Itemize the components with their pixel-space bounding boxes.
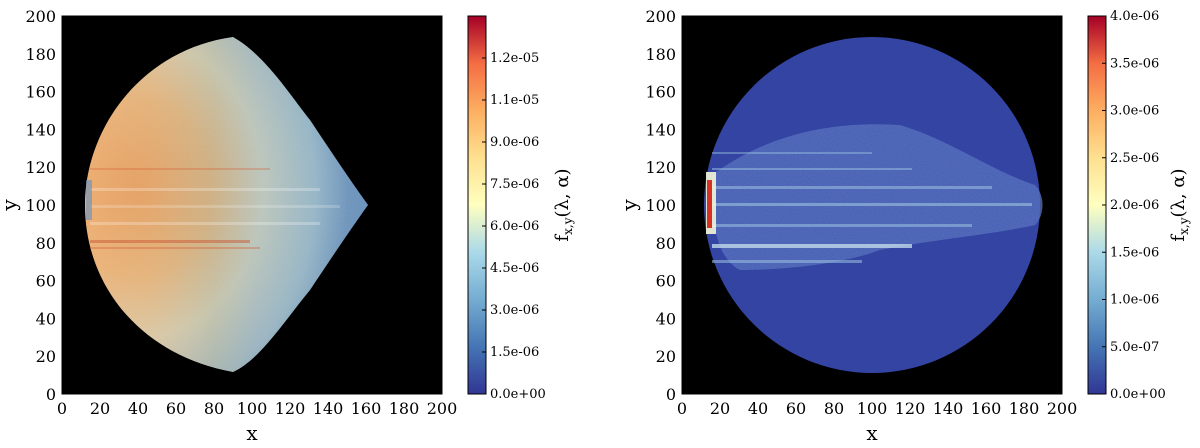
right-hotspot bbox=[707, 180, 712, 228]
left-y-tick-label: 120 bbox=[25, 158, 56, 177]
left-x-tick-label: 60 bbox=[166, 399, 186, 418]
left-x-tick-label: 140 bbox=[313, 399, 344, 418]
left-x-tick-label: 80 bbox=[204, 399, 224, 418]
left-y-axis-label: y bbox=[0, 199, 21, 212]
right-y-tick-label: 100 bbox=[645, 196, 676, 215]
right-x-tick-label: 80 bbox=[824, 399, 844, 418]
left-y-tick-label: 140 bbox=[25, 120, 56, 139]
right-colorbar-tick-label: 1.5e-06 bbox=[1110, 245, 1159, 260]
left-x-ticks: 0 20 40 60 80 100 120 140 160 180 200 bbox=[57, 16, 457, 418]
left-y-tick-label: 100 bbox=[25, 196, 56, 215]
left-bands bbox=[86, 168, 340, 249]
right-y-tick-label: 80 bbox=[656, 234, 676, 253]
right-colorbar-tick-label: 2.0e-06 bbox=[1110, 198, 1159, 213]
right-x-tick-label: 160 bbox=[971, 399, 1002, 418]
left-y-tick-label: 20 bbox=[36, 347, 56, 366]
left-x-tick-label: 200 bbox=[427, 399, 458, 418]
right-x-tick-label: 120 bbox=[895, 399, 926, 418]
right-colorbar-tick-label: 2.5e-06 bbox=[1110, 151, 1159, 166]
left-y-ticks: 0 20 40 60 80 100 120 140 160 180 200 bbox=[25, 7, 442, 404]
right-colorbar-tick-label: 3.5e-06 bbox=[1110, 56, 1159, 71]
right-x-tick-label: 180 bbox=[1009, 399, 1040, 418]
left-y-tick-label: 200 bbox=[25, 7, 56, 26]
left-y-tick-label: 180 bbox=[25, 45, 56, 64]
left-colorbar-tick-label: 6.0e-06 bbox=[490, 219, 539, 234]
right-colorbar-label: fx,y(λ, α) bbox=[1168, 168, 1191, 241]
left-x-tick-label: 20 bbox=[90, 399, 110, 418]
left-y-tick-label: 40 bbox=[36, 309, 56, 328]
right-y-ticks: 0 20 40 60 80 100 120 140 160 180 200 bbox=[645, 7, 1062, 404]
right-x-ticks: 0 20 40 60 80 100 120 140 160 180 200 bbox=[677, 16, 1077, 418]
left-x-tick-label: 120 bbox=[275, 399, 306, 418]
right-x-tick-label: 0 bbox=[677, 399, 687, 418]
right-chart: 0 20 40 60 80 100 120 140 160 180 200 0 20 40 60 80 100… bbox=[617, 7, 1191, 445]
left-x-tick-label: 100 bbox=[237, 399, 268, 418]
left-y-tick-label: 0 bbox=[46, 385, 56, 404]
right-y-tick-label: 0 bbox=[666, 385, 676, 404]
left-x-tick-label: 160 bbox=[351, 399, 382, 418]
right-colorbar-tick-label: 3.0e-06 bbox=[1110, 104, 1159, 119]
left-y-tick-label: 80 bbox=[36, 234, 56, 253]
right-y-tick-label: 200 bbox=[645, 7, 676, 26]
left-x-tick-label: 0 bbox=[57, 399, 67, 418]
right-colorbar-ticks: 0.0e+00 5.0e-07 1.0e-06 1.5e-06 2.0e-06 2.5e-… bbox=[1102, 9, 1166, 402]
right-beam bbox=[706, 124, 1043, 270]
left-x-tick-label: 180 bbox=[389, 399, 420, 418]
right-x-tick-label: 60 bbox=[786, 399, 806, 418]
right-y-tick-label: 180 bbox=[645, 45, 676, 64]
right-colorbar-tick-label: 1.0e-06 bbox=[1110, 293, 1159, 308]
left-colorbar-tick-label: 1.2e-05 bbox=[490, 51, 539, 66]
right-colorbar-tick-label: 5.0e-07 bbox=[1110, 340, 1159, 355]
right-y-tick-label: 160 bbox=[645, 83, 676, 102]
right-y-tick-label: 120 bbox=[645, 158, 676, 177]
right-colorbar-tick-label: 4.0e-06 bbox=[1110, 9, 1159, 24]
right-y-tick-label: 40 bbox=[656, 309, 676, 328]
right-x-tick-label: 20 bbox=[710, 399, 730, 418]
left-colorbar-tick-label: 1.5e-06 bbox=[490, 345, 539, 360]
right-y-axis-label: y bbox=[617, 199, 641, 212]
left-colorbar-tick-label: 9.0e-06 bbox=[490, 135, 539, 150]
left-x-tick-label: 40 bbox=[128, 399, 148, 418]
right-x-tick-label: 40 bbox=[748, 399, 768, 418]
left-x-axis-label: x bbox=[246, 421, 258, 445]
left-colorbar-ticks: 0.0e+00 1.5e-06 3.0e-06 4.5e-06 6.0e-06 7.5e-… bbox=[482, 51, 546, 402]
left-colorbar bbox=[467, 15, 487, 395]
right-y-tick-label: 140 bbox=[645, 120, 676, 139]
right-y-tick-label: 20 bbox=[656, 347, 676, 366]
right-x-tick-label: 100 bbox=[857, 399, 888, 418]
right-x-tick-label: 140 bbox=[933, 399, 964, 418]
left-y-tick-label: 160 bbox=[25, 83, 56, 102]
left-colorbar-tick-label: 0.0e+00 bbox=[490, 387, 546, 402]
right-x-tick-label: 200 bbox=[1047, 399, 1078, 418]
left-colorbar-tick-label: 3.0e-06 bbox=[490, 303, 539, 318]
left-colorbar-tick-label: 7.5e-06 bbox=[490, 177, 539, 192]
left-colorbar-label: fx,y(λ, α) bbox=[552, 168, 575, 241]
left-region-noise bbox=[85, 37, 368, 372]
left-colorbar-tick-label: 4.5e-06 bbox=[490, 261, 539, 276]
right-x-axis-label: x bbox=[866, 421, 878, 445]
left-chart: 0 20 40 60 80 100 120 140 160 180 200 0 20 40 60 80 100… bbox=[0, 7, 575, 445]
right-y-tick-label: 60 bbox=[656, 272, 676, 291]
left-colorbar-tick-label: 1.1e-05 bbox=[490, 93, 539, 108]
right-colorbar-tick-label: 0.0e+00 bbox=[1110, 387, 1166, 402]
left-y-tick-label: 60 bbox=[36, 272, 56, 291]
